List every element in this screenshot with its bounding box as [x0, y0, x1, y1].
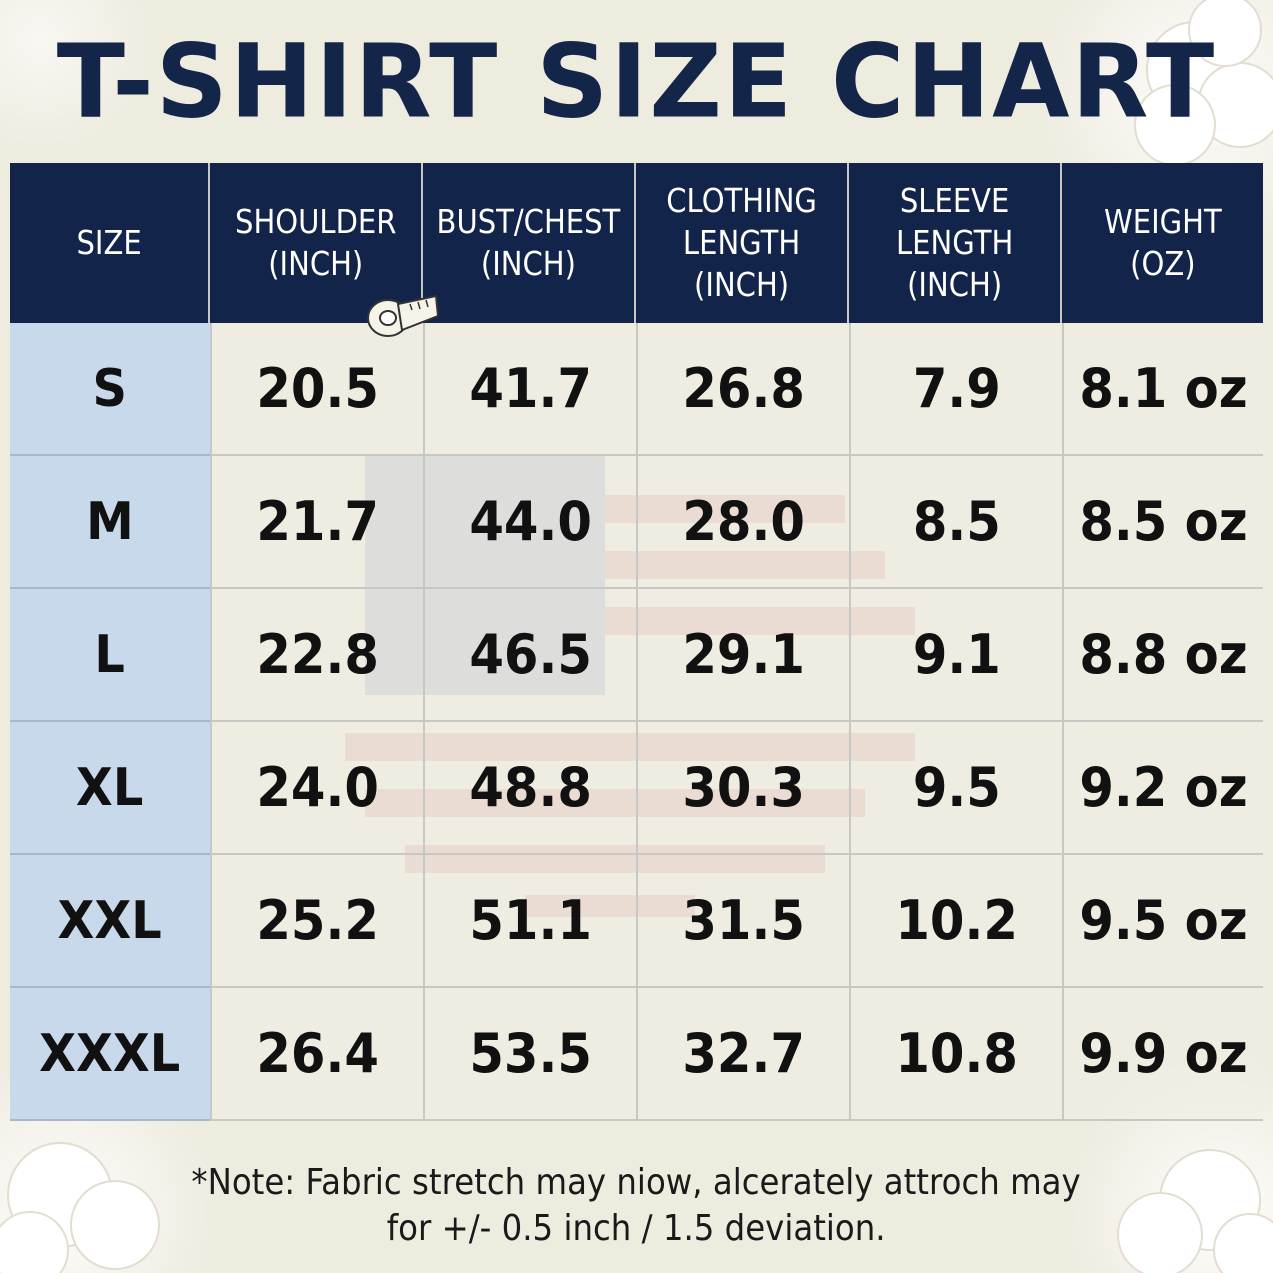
header-weight: WEIGHT (OZ)	[1062, 163, 1263, 323]
table-cell: 8.8 oz	[1062, 589, 1263, 722]
table-cell: 8.1 oz	[1062, 323, 1263, 456]
cell-value: 24.0	[256, 756, 379, 819]
table-cell: 8.5 oz	[1062, 456, 1263, 589]
size-label: M	[86, 491, 134, 552]
cell-value: 8.1 oz	[1079, 357, 1248, 420]
measuring-tape-icon	[367, 294, 440, 337]
cell-value: 9.9 oz	[1079, 1022, 1248, 1085]
size-cell: S	[10, 323, 210, 456]
table-cell: 9.1	[849, 589, 1062, 722]
cell-value: 21.7	[256, 490, 379, 553]
cell-value: 30.3	[682, 756, 805, 819]
cell-value: 31.5	[682, 889, 805, 952]
table-cell: 31.5	[636, 855, 849, 988]
table-cell: 10.2	[849, 855, 1062, 988]
size-label: S	[92, 358, 128, 419]
size-chart-table: SIZE SHOULDER (INCH) BUST/CHEST (INCH) C…	[10, 163, 1263, 1121]
table-cell: 26.4	[210, 988, 423, 1121]
size-cell: L	[10, 589, 210, 722]
cell-value: 10.2	[895, 889, 1018, 952]
cell-value: 48.8	[469, 756, 592, 819]
header-size: SIZE	[10, 163, 210, 323]
size-cell: M	[10, 456, 210, 589]
table-cell: 32.7	[636, 988, 849, 1121]
cell-value: 9.5 oz	[1079, 889, 1248, 952]
header-sleeve-length: SLEEVE LENGTH (INCH)	[849, 163, 1062, 323]
header-bust-chest: BUST/CHEST (INCH)	[423, 163, 636, 323]
size-label: XL	[76, 757, 144, 818]
table-cell: 28.0	[636, 456, 849, 589]
cell-value: 8.5	[912, 490, 1001, 553]
cell-value: 25.2	[256, 889, 379, 952]
header-label: BUST/CHEST (INCH)	[436, 202, 621, 283]
footnote-line-1: *Note: Fabric stretch may niow, alcerate…	[191, 1162, 1082, 1203]
cotton-flower-icon	[0, 1142, 160, 1273]
cell-value: 41.7	[469, 357, 592, 420]
cell-value: 32.7	[682, 1022, 805, 1085]
table-cell: 30.3	[636, 722, 849, 855]
cell-value: 26.4	[256, 1022, 379, 1085]
table-cell: 53.5	[423, 988, 636, 1121]
cell-value: 29.1	[682, 623, 805, 686]
header-label: CLOTHING LENGTH (INCH)	[666, 181, 817, 304]
cell-value: 10.8	[895, 1022, 1018, 1085]
table-cell: 44.0	[423, 456, 636, 589]
table-cell: 41.7	[423, 323, 636, 456]
cell-value: 8.8 oz	[1079, 623, 1248, 686]
table-cell: 24.0	[210, 722, 423, 855]
cotton-flower-icon	[1117, 1149, 1273, 1273]
table-cell: 9.2 oz	[1062, 722, 1263, 855]
cell-value: 44.0	[469, 490, 592, 553]
header-shoulder: SHOULDER (INCH)	[210, 163, 423, 323]
cell-value: 26.8	[682, 357, 805, 420]
size-cell: XXL	[10, 855, 210, 988]
page-title: T-SHIRT SIZE CHART	[56, 21, 1217, 142]
table-cell: 51.1	[423, 855, 636, 988]
cell-value: 20.5	[256, 357, 379, 420]
table-cell: 9.5 oz	[1062, 855, 1263, 988]
cell-value: 28.0	[682, 490, 805, 553]
size-label: XXL	[57, 890, 163, 951]
table-cell: 46.5	[423, 589, 636, 722]
cell-value: 53.5	[469, 1022, 592, 1085]
footnote: *Note: Fabric stretch may niow, alcerate…	[0, 1160, 1273, 1252]
header-label: WEIGHT (OZ)	[1103, 202, 1222, 283]
table-cell: 25.2	[210, 855, 423, 988]
header-clothing-length: CLOTHING LENGTH (INCH)	[636, 163, 849, 323]
table-cell: 21.7	[210, 456, 423, 589]
cell-value: 9.1	[912, 623, 1001, 686]
table-cell: 20.5	[210, 323, 423, 456]
table-cell: 7.9	[849, 323, 1062, 456]
table-cell: 9.5	[849, 722, 1062, 855]
table-cell: 10.8	[849, 988, 1062, 1121]
cell-value: 51.1	[469, 889, 592, 952]
table-cell: 22.8	[210, 589, 423, 722]
size-cell: XXXL	[10, 988, 210, 1121]
header-label: SIZE	[76, 223, 142, 262]
table-cell: 9.9 oz	[1062, 988, 1263, 1121]
table-cell: 26.8	[636, 323, 849, 456]
header-label: SLEEVE LENGTH (INCH)	[895, 181, 1014, 304]
cell-value: 9.2 oz	[1079, 756, 1248, 819]
cell-value: 8.5 oz	[1079, 490, 1248, 553]
cell-value: 46.5	[469, 623, 592, 686]
size-label: L	[94, 624, 126, 685]
cell-value: 22.8	[256, 623, 379, 686]
size-label: XXXL	[39, 1023, 181, 1084]
cotton-flower-icon	[1134, 0, 1273, 166]
table-cell: 8.5	[849, 456, 1062, 589]
cell-value: 7.9	[912, 357, 1001, 420]
size-cell: XL	[10, 722, 210, 855]
header-label: SHOULDER (INCH)	[234, 202, 397, 283]
cell-value: 9.5	[912, 756, 1001, 819]
table-cell: 48.8	[423, 722, 636, 855]
table-cell: 29.1	[636, 589, 849, 722]
footnote-line-2: for +/- 0.5 inch / 1.5 deviation.	[387, 1208, 886, 1249]
